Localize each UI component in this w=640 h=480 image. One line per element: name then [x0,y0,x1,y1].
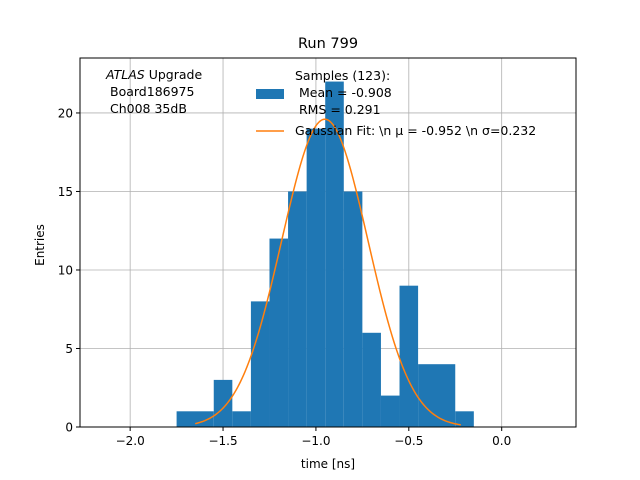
histogram-bar [380,395,400,427]
x-axis-ticks: −2.0 −1.5 −1.0 −0.5 0.0 [116,427,511,448]
x-tick-label: −1.5 [208,434,237,448]
histogram-bar [418,364,456,427]
annotation-atlas: ATLAS [105,67,145,82]
legend-fit-label: Gaussian Fit: \n μ = -0.952 \n σ=0.232 [295,123,536,138]
histogram-bar [176,411,214,427]
histogram-bars [176,81,474,427]
histogram-bar [325,81,344,427]
x-tick-label: −1.0 [301,434,330,448]
histogram-bar [343,191,363,427]
histogram-bar [232,411,251,427]
x-tick-label: −2.0 [116,434,145,448]
legend-histogram-line-3: RMS = 0.291 [295,102,381,117]
annotation-board: Board186975 [110,84,194,99]
histogram-bar [250,301,270,427]
legend-histogram-line-1: Samples (123): [295,68,390,83]
histogram-bar [269,238,289,427]
y-tick-label: 15 [58,185,73,199]
y-axis-ticks: 0 5 10 15 20 [58,106,80,435]
y-tick-label: 10 [58,263,73,277]
y-tick-label: 5 [65,342,73,356]
histogram-bar [213,379,233,427]
chart-title: Run 799 [298,36,358,52]
histogram-bar [399,285,419,427]
histogram-bar [306,128,326,427]
histogram-bar [362,332,381,427]
legend-histogram-swatch [256,89,284,99]
x-axis-label: time [ns] [301,457,355,471]
x-tick-label: −0.5 [394,434,423,448]
fit-curve-group [195,118,461,426]
y-tick-label: 0 [65,421,73,435]
plot-frame [79,57,577,428]
svg-text:ATLAS Upgrade: ATLAS Upgrade [105,67,202,82]
y-axis-label: Entries [33,224,47,266]
histogram-bar [288,191,307,427]
annotation-channel: Ch008 35dB [110,101,187,116]
gaussian-fit-curve [195,118,461,426]
legend-histogram-label: Samples (123): Mean = -0.908 RMS = 0.291 [295,68,396,117]
histogram-bar [455,411,474,427]
y-tick-label: 20 [58,106,73,120]
x-tick-label: 0.0 [492,434,511,448]
legend-histogram-line-2: Mean = -0.908 [295,85,392,100]
annotation-upgrade: Upgrade [145,67,203,82]
atlas-annotation: ATLAS Upgrade Board186975 Ch008 35dB [105,67,202,116]
legend: Samples (123): Mean = -0.908 RMS = 0.291… [256,68,536,138]
